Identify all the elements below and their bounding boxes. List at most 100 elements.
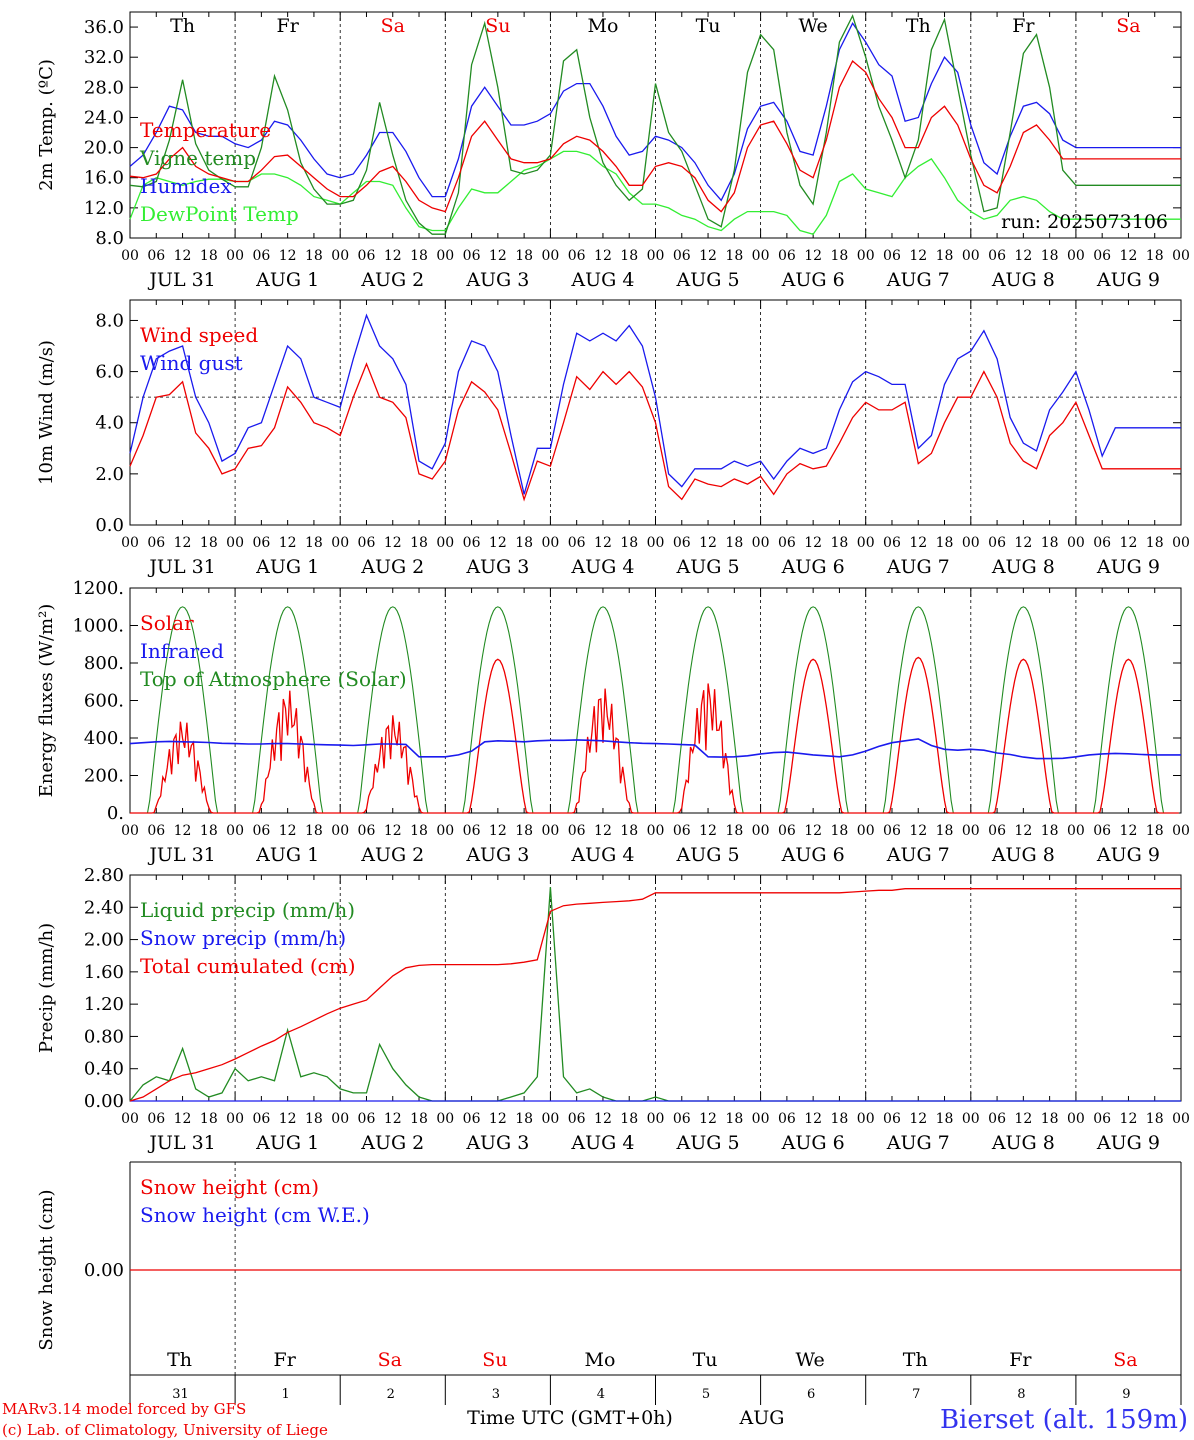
hour-tick-label: 00: [226, 823, 244, 839]
hour-tick-label: 06: [147, 535, 165, 551]
y-tick-label: 0.00: [84, 1260, 124, 1281]
hour-tick-label: 12: [594, 248, 612, 264]
hour-tick-label: 06: [988, 535, 1006, 551]
y-tick-label: 8.0: [95, 310, 124, 331]
y-tick-label: 20.0: [84, 138, 124, 159]
hour-tick-label: 00: [226, 535, 244, 551]
date-label: AUG 1: [255, 1132, 319, 1154]
date-label: AUG 9: [1096, 844, 1160, 866]
y-tick-label: 36.0: [84, 17, 124, 38]
temperature-panel: 8.0 12.0 16.0 20.0 24.0 28.0 32.0 36.0 2m Temp. …: [36, 11, 1190, 291]
y-tick-label: 24.0: [84, 107, 124, 128]
hour-tick-label: 00: [436, 248, 454, 264]
date-label: AUG 3: [465, 844, 529, 866]
day-name: We: [799, 15, 828, 37]
date-label: AUG 2: [360, 1132, 424, 1154]
date-label: AUG 8: [991, 269, 1055, 291]
date-label: AUG 8: [991, 1132, 1055, 1154]
hour-tick-label: 00: [121, 248, 139, 264]
hour-tick-label: 18: [620, 248, 638, 264]
hour-tick-label: 12: [909, 1111, 927, 1127]
series-line: [129, 362, 1181, 502]
hour-tick-label: 06: [463, 1111, 481, 1127]
hour-tick-label: 12: [804, 1111, 822, 1127]
series-line: [129, 313, 1181, 495]
date-label: AUG 9: [1096, 269, 1160, 291]
hour-tick-label: 18: [305, 248, 323, 264]
date-label: AUG 4: [570, 844, 634, 866]
legend-top-of-atmosphere-solar: Top of Atmosphere (Solar): [140, 667, 407, 691]
toa-solar-line: [130, 606, 1179, 814]
day-name: Mo: [584, 1349, 615, 1371]
day-name: Su: [485, 15, 510, 37]
lab-credit: (c) Lab. of Climatology, University of L…: [2, 1421, 328, 1439]
hour-tick-label: 18: [1041, 823, 1059, 839]
hour-tick-label: 06: [1093, 1111, 1111, 1127]
date-label: AUG 5: [676, 556, 740, 578]
hour-tick-label: 12: [174, 823, 192, 839]
legend-temperature: Temperature: [140, 118, 271, 142]
hour-tick-label: 18: [200, 823, 218, 839]
hour-tick-label: 00: [436, 535, 454, 551]
date-label: AUG 1: [255, 556, 319, 578]
hour-tick-label: 18: [1146, 1111, 1164, 1127]
hour-tick-label: 06: [883, 823, 901, 839]
hour-tick-label: 00: [962, 1111, 980, 1127]
series-line: [129, 14, 1181, 235]
y-tick-label: 400.: [84, 728, 124, 749]
date-label: AUG 8: [991, 556, 1055, 578]
day-number: 6: [807, 1387, 815, 1402]
date-label: AUG 7: [886, 1132, 950, 1154]
y-tick-label: 1.60: [84, 962, 124, 983]
date-label: AUG 2: [360, 844, 424, 866]
hour-tick-label: 00: [752, 823, 770, 839]
series-line: [129, 150, 1181, 235]
hour-tick-label: 00: [541, 535, 559, 551]
hour-tick-label: 12: [279, 1111, 297, 1127]
plot-frame: [129, 299, 1182, 526]
day-name: Fr: [1012, 15, 1035, 37]
month-label: AUG: [739, 1407, 785, 1429]
day-number: 3: [492, 1387, 500, 1402]
y-tick-label: 200.: [84, 766, 124, 787]
y-tick-label: 32.0: [84, 47, 124, 68]
hour-tick-label: 18: [515, 535, 533, 551]
y-tick-label: 1200.: [72, 578, 124, 599]
hour-tick-label: 06: [778, 1111, 796, 1127]
hour-tick-label: 18: [1041, 535, 1059, 551]
day-name: Th: [906, 15, 931, 37]
y-tick-label: 4.0: [95, 413, 124, 434]
legend-wind-speed: Wind speed: [140, 323, 258, 347]
y-tick-label: 0.80: [84, 1026, 124, 1047]
legend-wind-gust: Wind gust: [140, 351, 243, 375]
precip-panel: 0.00 0.40 0.80 1.20 1.60 2.00 2.40 2.80 Precip (…: [36, 865, 1190, 1154]
snow-panel: 0.00 Snow height (cm) Snow height (cm) Snow…: [36, 1161, 1182, 1429]
y-tick-label: 12.0: [84, 198, 124, 219]
hour-tick-label: 18: [1146, 823, 1164, 839]
date-label: AUG 7: [886, 844, 950, 866]
hour-tick-label: 06: [252, 823, 270, 839]
y-axis-label: Precip (mm/h): [36, 923, 57, 1053]
hour-tick-label: 12: [174, 248, 192, 264]
y-tick-label: 2.00: [84, 930, 124, 951]
hour-tick-label: 00: [1172, 823, 1190, 839]
hour-tick-label: 06: [883, 535, 901, 551]
day-name: Fr: [1009, 1349, 1032, 1371]
hour-tick-label: 00: [541, 823, 559, 839]
day-number: 31: [172, 1387, 189, 1402]
hour-tick-label: 06: [358, 248, 376, 264]
hour-tick-label: 12: [699, 823, 717, 839]
date-label: AUG 4: [570, 556, 634, 578]
hour-tick-label: 00: [226, 1111, 244, 1127]
hour-tick-label: 06: [988, 823, 1006, 839]
hour-tick-label: 00: [436, 1111, 454, 1127]
date-label: AUG 5: [676, 1132, 740, 1154]
hour-tick-label: 00: [331, 248, 349, 264]
hour-tick-label: 18: [831, 823, 849, 839]
day-name: Tu: [693, 1349, 718, 1371]
hour-tick-label: 12: [1120, 823, 1138, 839]
hour-tick-label: 00: [752, 535, 770, 551]
hour-tick-label: 00: [752, 248, 770, 264]
date-label: JUL 31: [147, 556, 215, 578]
y-axis-label: 10m Wind (m/s): [36, 340, 57, 485]
